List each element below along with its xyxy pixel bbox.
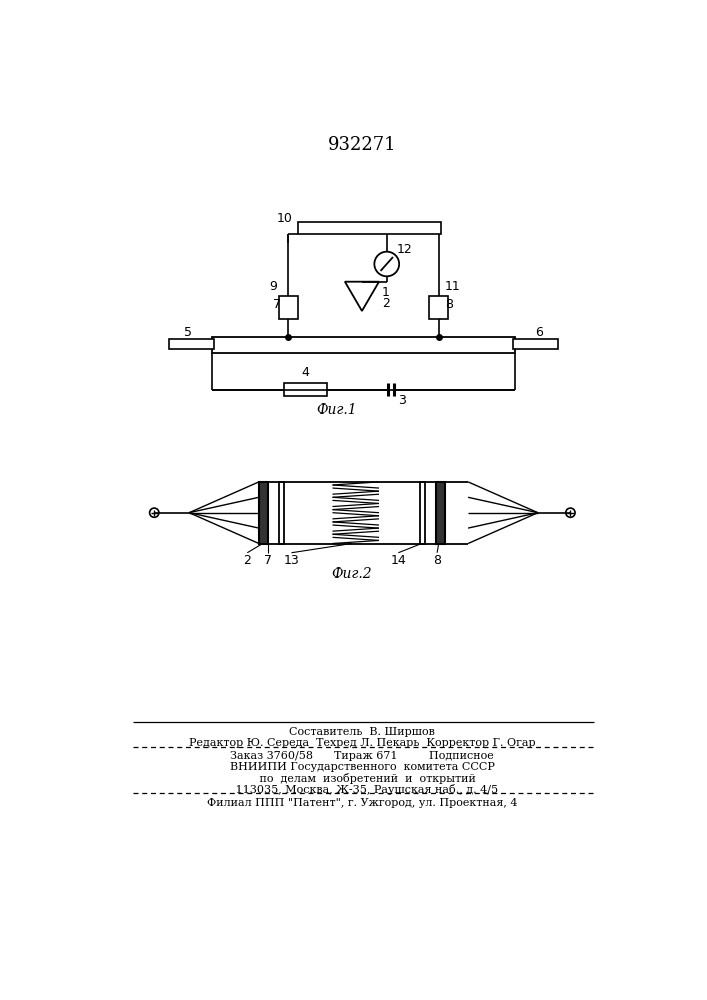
Bar	[436, 482, 445, 544]
Text: 11: 11	[445, 280, 460, 293]
Bar	[420, 482, 425, 544]
Text: 13: 13	[284, 554, 299, 567]
Text: 1: 1	[381, 286, 389, 299]
Text: по  делам  изобретений  и  открытий: по делам изобретений и открытий	[249, 773, 475, 784]
Text: 7: 7	[264, 554, 272, 567]
Text: Фиг.1: Фиг.1	[316, 403, 357, 417]
Text: 5: 5	[184, 326, 192, 339]
Text: 3: 3	[398, 394, 407, 407]
Bar	[169, 339, 214, 349]
Text: 932271: 932271	[327, 136, 396, 154]
Text: 113035, Москва, Ж-35, Раушская наб., д. 4/5: 113035, Москва, Ж-35, Раушская наб., д. …	[226, 784, 498, 795]
Text: 6: 6	[535, 326, 544, 339]
Text: Составитель  В. Ширшов: Составитель В. Ширшов	[289, 727, 435, 737]
Text: 9: 9	[269, 280, 276, 293]
Bar	[279, 296, 298, 319]
Bar	[212, 337, 515, 353]
Bar	[259, 482, 268, 544]
Text: 2: 2	[382, 297, 390, 310]
Bar	[429, 296, 448, 319]
Text: Филиал ППП "Патент", г. Ужгород, ул. Проектная, 4: Филиал ППП "Патент", г. Ужгород, ул. Про…	[206, 798, 518, 808]
Text: Заказ 3760/58      Тираж 671         Подписное: Заказ 3760/58 Тираж 671 Подписное	[230, 751, 493, 761]
Text: 8: 8	[433, 554, 441, 567]
Bar	[284, 383, 327, 396]
Text: 7: 7	[274, 298, 281, 311]
Text: 10: 10	[276, 212, 292, 225]
Text: ВНИИПИ Государственного  комитета СССР: ВНИИПИ Государственного комитета СССР	[230, 762, 494, 772]
Bar	[279, 482, 284, 544]
Bar	[513, 339, 558, 349]
Text: 4: 4	[301, 366, 310, 379]
Text: 8: 8	[445, 298, 452, 311]
Text: Редактор Ю. Середа  Техред Л. Пекарь  Корректор Г. Огар: Редактор Ю. Середа Техред Л. Пекарь Корр…	[189, 738, 535, 748]
Bar	[298, 222, 441, 234]
Text: 14: 14	[390, 554, 407, 567]
Text: 2: 2	[243, 554, 251, 567]
Text: Фиг.2: Фиг.2	[332, 567, 372, 581]
Text: 12: 12	[397, 243, 413, 256]
